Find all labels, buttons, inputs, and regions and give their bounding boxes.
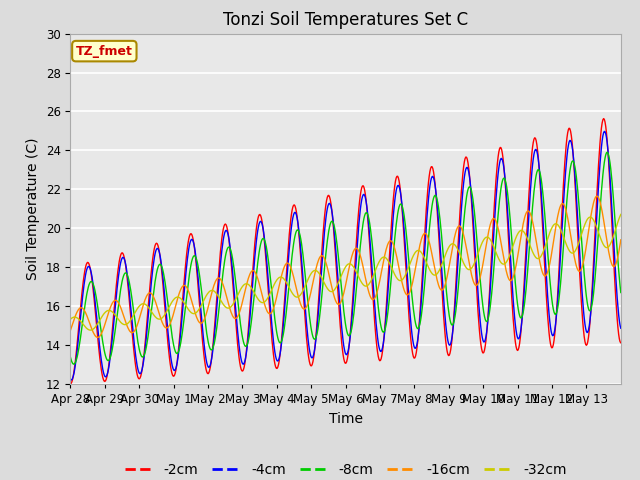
X-axis label: Time: Time (328, 411, 363, 426)
Text: TZ_fmet: TZ_fmet (76, 45, 132, 58)
Legend: -2cm, -4cm, -8cm, -16cm, -32cm: -2cm, -4cm, -8cm, -16cm, -32cm (119, 457, 572, 480)
Title: Tonzi Soil Temperatures Set C: Tonzi Soil Temperatures Set C (223, 11, 468, 29)
Y-axis label: Soil Temperature (C): Soil Temperature (C) (26, 138, 40, 280)
